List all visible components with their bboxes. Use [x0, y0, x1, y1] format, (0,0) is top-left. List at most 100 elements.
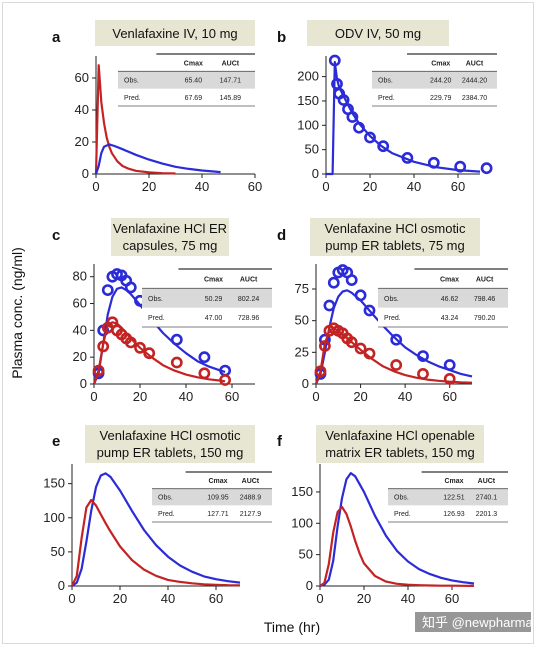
y-tick-label: 0 — [302, 376, 309, 391]
series-group — [314, 264, 473, 385]
x-tick-label: 20 — [357, 591, 371, 606]
stats-table: Cmax AUCt Obs. 50.29 802.24 Pred. 47.00 728.96 — [142, 268, 272, 328]
x-tick-label: 20 — [353, 389, 367, 404]
table-header-auct: AUCt — [476, 277, 494, 284]
table-obs-row-bg — [378, 288, 508, 308]
series-line-blue — [319, 472, 475, 588]
x-tick-label: 20 — [142, 179, 156, 194]
x-tick-label: 20 — [133, 389, 147, 404]
panel-title-line: pump ER tablets, 75 mg — [325, 238, 464, 253]
table-obs-row-bg — [372, 71, 497, 89]
panel-letter: d — [277, 227, 286, 244]
data-point-blue — [454, 160, 467, 173]
series-line-blue — [71, 472, 241, 587]
x-tick-label: 60 — [445, 591, 459, 606]
panel-title-box — [316, 425, 484, 463]
panel-title-line: capsules, 75 mg — [123, 238, 218, 253]
data-point-blue — [417, 350, 429, 362]
table-cell-cmax: 50.29 — [205, 296, 223, 303]
table-obs-row-bg — [118, 71, 255, 89]
y-tick-label: 75 — [295, 281, 309, 296]
data-point-red — [198, 367, 211, 380]
table-cell-auct: 728.96 — [238, 315, 260, 322]
table-obs-row-bg — [152, 488, 272, 506]
data-point-blue — [353, 121, 365, 134]
data-point-red — [314, 365, 327, 378]
y-tick-label: 150 — [43, 476, 65, 491]
x-tick-label: 0 — [316, 591, 323, 606]
data-point-red — [443, 372, 456, 385]
table-row-label: Pred. — [148, 315, 165, 322]
y-tick-label: 40 — [73, 322, 87, 337]
panel-f: f Venlafaxine HCl openable matrix ER table… — [277, 425, 508, 606]
panel-title-box — [95, 20, 255, 46]
data-point-red — [124, 336, 137, 349]
y-tick-label: 100 — [297, 117, 319, 132]
panel-letter: c — [52, 227, 60, 244]
x-tick-label: 0 — [68, 591, 75, 606]
table-cell-auct: 2201.3 — [476, 511, 498, 518]
y-tick-label: 25 — [295, 344, 309, 359]
data-point-red — [354, 342, 367, 355]
data-point-blue — [480, 162, 493, 175]
data-point-blue — [346, 111, 359, 123]
watermark-bg — [415, 612, 531, 632]
panel-letter: a — [52, 29, 61, 46]
table-cell-cmax: 122.51 — [443, 495, 465, 502]
data-point-blue — [327, 276, 340, 289]
panel-letter: e — [52, 433, 60, 450]
data-point-blue — [323, 299, 336, 312]
stats-table: Cmax AUCt Obs. 122.51 2740.1 Pred. 126.93 2201.… — [388, 471, 508, 523]
table-header-auct: AUCt — [478, 478, 496, 485]
x-tick-label: 60 — [451, 179, 465, 194]
panel-b: b ODV IV, 50 mg 0 20 40 60 0 50 100 150 200 Cmax AUC… — [277, 20, 497, 194]
table-obs-row-bg — [388, 488, 508, 506]
data-point-blue — [354, 289, 367, 302]
data-point-red — [345, 336, 358, 349]
table-header-cmax: Cmax — [204, 277, 223, 284]
table-cell-auct: 790.20 — [474, 315, 496, 322]
table-row-label: Obs. — [378, 78, 393, 85]
series-line-red — [71, 498, 241, 587]
x-tick-label: 20 — [363, 179, 377, 194]
stats-table: Cmax AUCt Obs. 46.62 798.46 Pred. 43.24 790.20 — [378, 268, 508, 328]
y-tick-label: 150 — [297, 93, 319, 108]
data-point-red — [143, 347, 156, 360]
x-tick-label: 40 — [195, 179, 209, 194]
data-point-red — [318, 340, 331, 352]
x-tick-label: 0 — [322, 179, 329, 194]
table-header-cmax: Cmax — [184, 60, 203, 67]
table-row-label: Obs. — [394, 495, 409, 502]
series-group — [71, 472, 241, 587]
panel-title-box — [307, 20, 449, 46]
table-obs-row-bg — [142, 288, 272, 308]
y-tick-label: 60 — [75, 70, 89, 85]
x-tick-label: 0 — [90, 389, 97, 404]
y-tick-label: 100 — [43, 510, 65, 525]
table-cell-cmax: 65.40 — [185, 78, 203, 85]
table-row-label: Pred. — [124, 95, 141, 102]
panel-letter: b — [277, 29, 286, 46]
x-tick-label: 40 — [179, 389, 193, 404]
table-cell-cmax: 126.93 — [443, 511, 465, 518]
panel-d: d Venlafaxine HCl osmotic pump ER tablets,… — [277, 218, 508, 404]
panel-title-line: matrix ER tablets, 150 mg — [325, 445, 475, 460]
data-point-red — [97, 340, 110, 353]
y-tick-label: 50 — [295, 313, 309, 328]
table-header-auct: AUCt — [466, 60, 484, 67]
data-point-blue — [101, 284, 114, 296]
y-tick-label: 50 — [51, 544, 65, 559]
y-axis-title: Plasma conc. (ng/ml) — [9, 247, 25, 378]
table-row-label: Obs. — [124, 78, 139, 85]
data-point-red — [417, 367, 429, 380]
y-tick-label: 40 — [75, 102, 89, 117]
table-header-cmax: Cmax — [444, 478, 463, 485]
data-point-blue — [345, 274, 358, 286]
data-point-red — [170, 356, 183, 369]
table-cell-auct: 802.24 — [238, 296, 260, 303]
x-tick-label: 60 — [442, 389, 456, 404]
watermark-text: 知乎 @newpharma — [422, 615, 534, 630]
series-line-blue — [94, 143, 221, 175]
data-point-blue — [363, 304, 376, 317]
x-axis-title: Time (hr) — [264, 619, 320, 635]
